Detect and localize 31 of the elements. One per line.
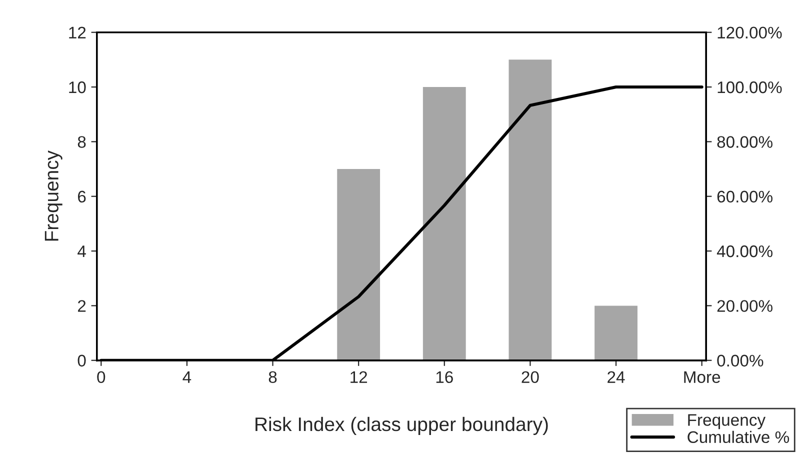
y-tick-label: 8 [78,136,86,148]
bar [422,87,466,360]
bar [594,306,638,360]
bar [508,60,552,360]
y2-tick-label: 60.00% [717,190,772,203]
x-tick-label: 16 [436,371,453,384]
x-tick-label: 8 [268,371,277,384]
x-tick-label: 12 [350,371,368,383]
y2-tick-label: 20.00% [717,300,772,312]
x-axis-title: Risk Index (class upper boundary) [256,416,548,435]
x-tick-label: More [684,371,720,384]
y-tick-label: 6 [78,190,86,203]
y-tick-label: 0 [78,354,86,367]
y2-tick-label: 0.00% [717,354,764,367]
x-tick-label: 20 [522,371,539,384]
bar [337,169,380,360]
x-tick-label: 24 [608,371,625,383]
y-tick-label: 2 [78,300,86,312]
x-tick-label: 0 [97,371,106,384]
line-series [100,85,704,360]
y2-tick-label: 80.00% [717,136,772,148]
legend-label: Frequency [688,414,766,430]
x-tick-label: 4 [182,371,192,383]
y-axis-title: Frequency [44,150,62,241]
y2-tick-label: 120.00% [718,26,782,39]
y-tick-label: 4 [78,246,86,258]
y-tick-label: 12 [69,26,86,38]
legend-label: Cumulative % [688,430,790,444]
y2-tick-label: 100.00% [718,81,782,94]
y2-tick-label: 40.00% [716,245,772,258]
y-tick-label: 10 [69,81,86,94]
